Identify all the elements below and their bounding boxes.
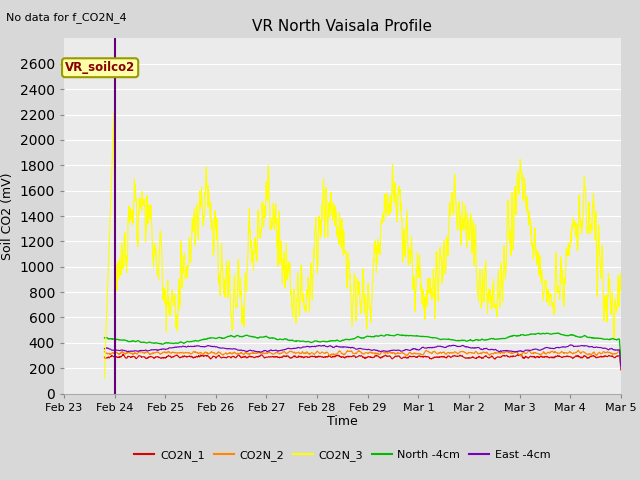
Text: No data for f_CO2N_4: No data for f_CO2N_4 — [6, 12, 127, 23]
Text: VR_soilco2: VR_soilco2 — [65, 61, 135, 74]
X-axis label: Time: Time — [327, 415, 358, 429]
Title: VR North Vaisala Profile: VR North Vaisala Profile — [252, 20, 433, 35]
Y-axis label: Soil CO2 (mV): Soil CO2 (mV) — [1, 172, 14, 260]
Legend: CO2N_1, CO2N_2, CO2N_3, North -4cm, East -4cm: CO2N_1, CO2N_2, CO2N_3, North -4cm, East… — [130, 445, 555, 465]
